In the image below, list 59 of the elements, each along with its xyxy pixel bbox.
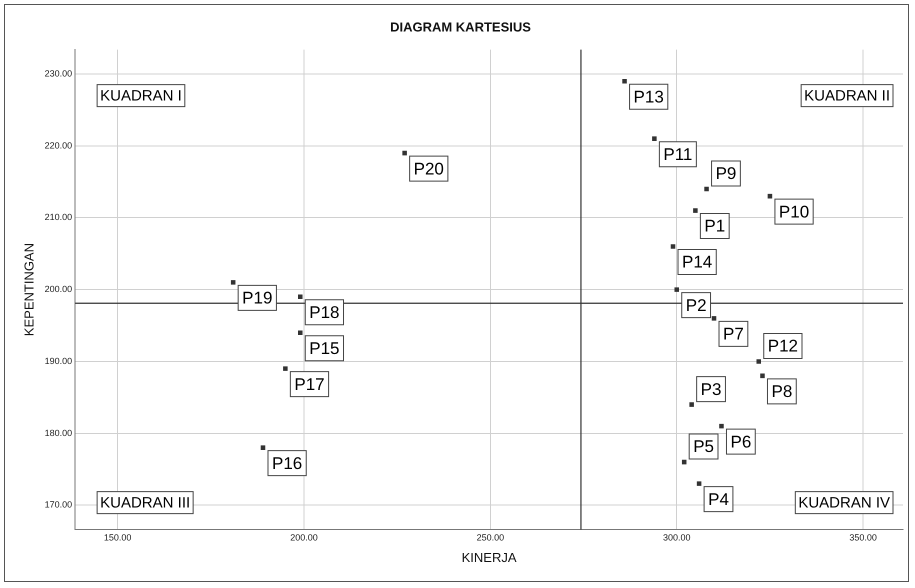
annotation: KUADRAN III: [100, 494, 190, 512]
point: [260, 445, 266, 450]
point: [622, 78, 627, 84]
annotation: KUADRAN IV: [798, 494, 890, 512]
x-tick-label: 250.00: [476, 532, 504, 542]
chart-title: DIAGRAM KARTESIUS: [390, 19, 532, 34]
annotation: P7: [723, 324, 744, 344]
x-tick-label: 300.00: [662, 532, 691, 542]
annotation: P11: [663, 144, 692, 164]
point: [756, 359, 762, 364]
annotation: KUADRAN II: [804, 88, 890, 105]
annotation: KUADRAN I: [100, 88, 182, 105]
y-tick-label: 180.00: [44, 428, 72, 438]
y-tick-label: 230.00: [44, 68, 72, 79]
annotation: P12: [768, 336, 798, 356]
point: [670, 244, 676, 249]
annotation: P6: [730, 432, 752, 452]
annotation: P19: [242, 288, 272, 308]
annotation: P18: [309, 302, 340, 322]
point: [298, 294, 303, 300]
annotation: P5: [693, 437, 714, 456]
point: [402, 150, 407, 156]
x-axis-title: KINERJA: [462, 550, 517, 565]
x-tick-label: 350.00: [849, 532, 877, 542]
point: [696, 481, 702, 486]
annotation: P14: [682, 252, 712, 272]
point: [689, 402, 694, 407]
point: [712, 316, 716, 321]
annotation: P10: [778, 202, 810, 222]
annotation: P4: [708, 490, 729, 509]
point: [298, 330, 303, 335]
annotation: P9: [716, 164, 736, 184]
y-tick-label: 220.00: [44, 140, 72, 150]
y-axis-title: KEPENTINGAN: [21, 243, 36, 336]
point: [283, 366, 288, 371]
point: [719, 424, 724, 428]
point: [760, 374, 765, 378]
x-tick-label: 200.00: [290, 532, 318, 542]
annotation: P20: [414, 159, 444, 178]
annotation: P13: [634, 87, 664, 106]
point: [674, 287, 680, 292]
point: [768, 194, 772, 198]
point: [704, 186, 709, 192]
annotation: P3: [700, 380, 722, 399]
y-tick-label: 210.00: [44, 212, 72, 222]
point: [230, 280, 236, 285]
x-tick-label: 150.00: [104, 532, 132, 542]
annotation: P2: [686, 296, 707, 315]
y-tick-label: 200.00: [44, 284, 72, 294]
annotation: P17: [294, 374, 325, 394]
annotation: P16: [272, 454, 302, 473]
y-tick-label: 170.00: [44, 500, 72, 510]
point: [682, 460, 686, 464]
point: [652, 136, 657, 141]
point: [693, 208, 698, 213]
annotation: P8: [771, 382, 792, 402]
annotation: P1: [704, 216, 726, 236]
y-tick-label: 190.00: [44, 356, 72, 366]
annotation: P15: [309, 338, 340, 358]
